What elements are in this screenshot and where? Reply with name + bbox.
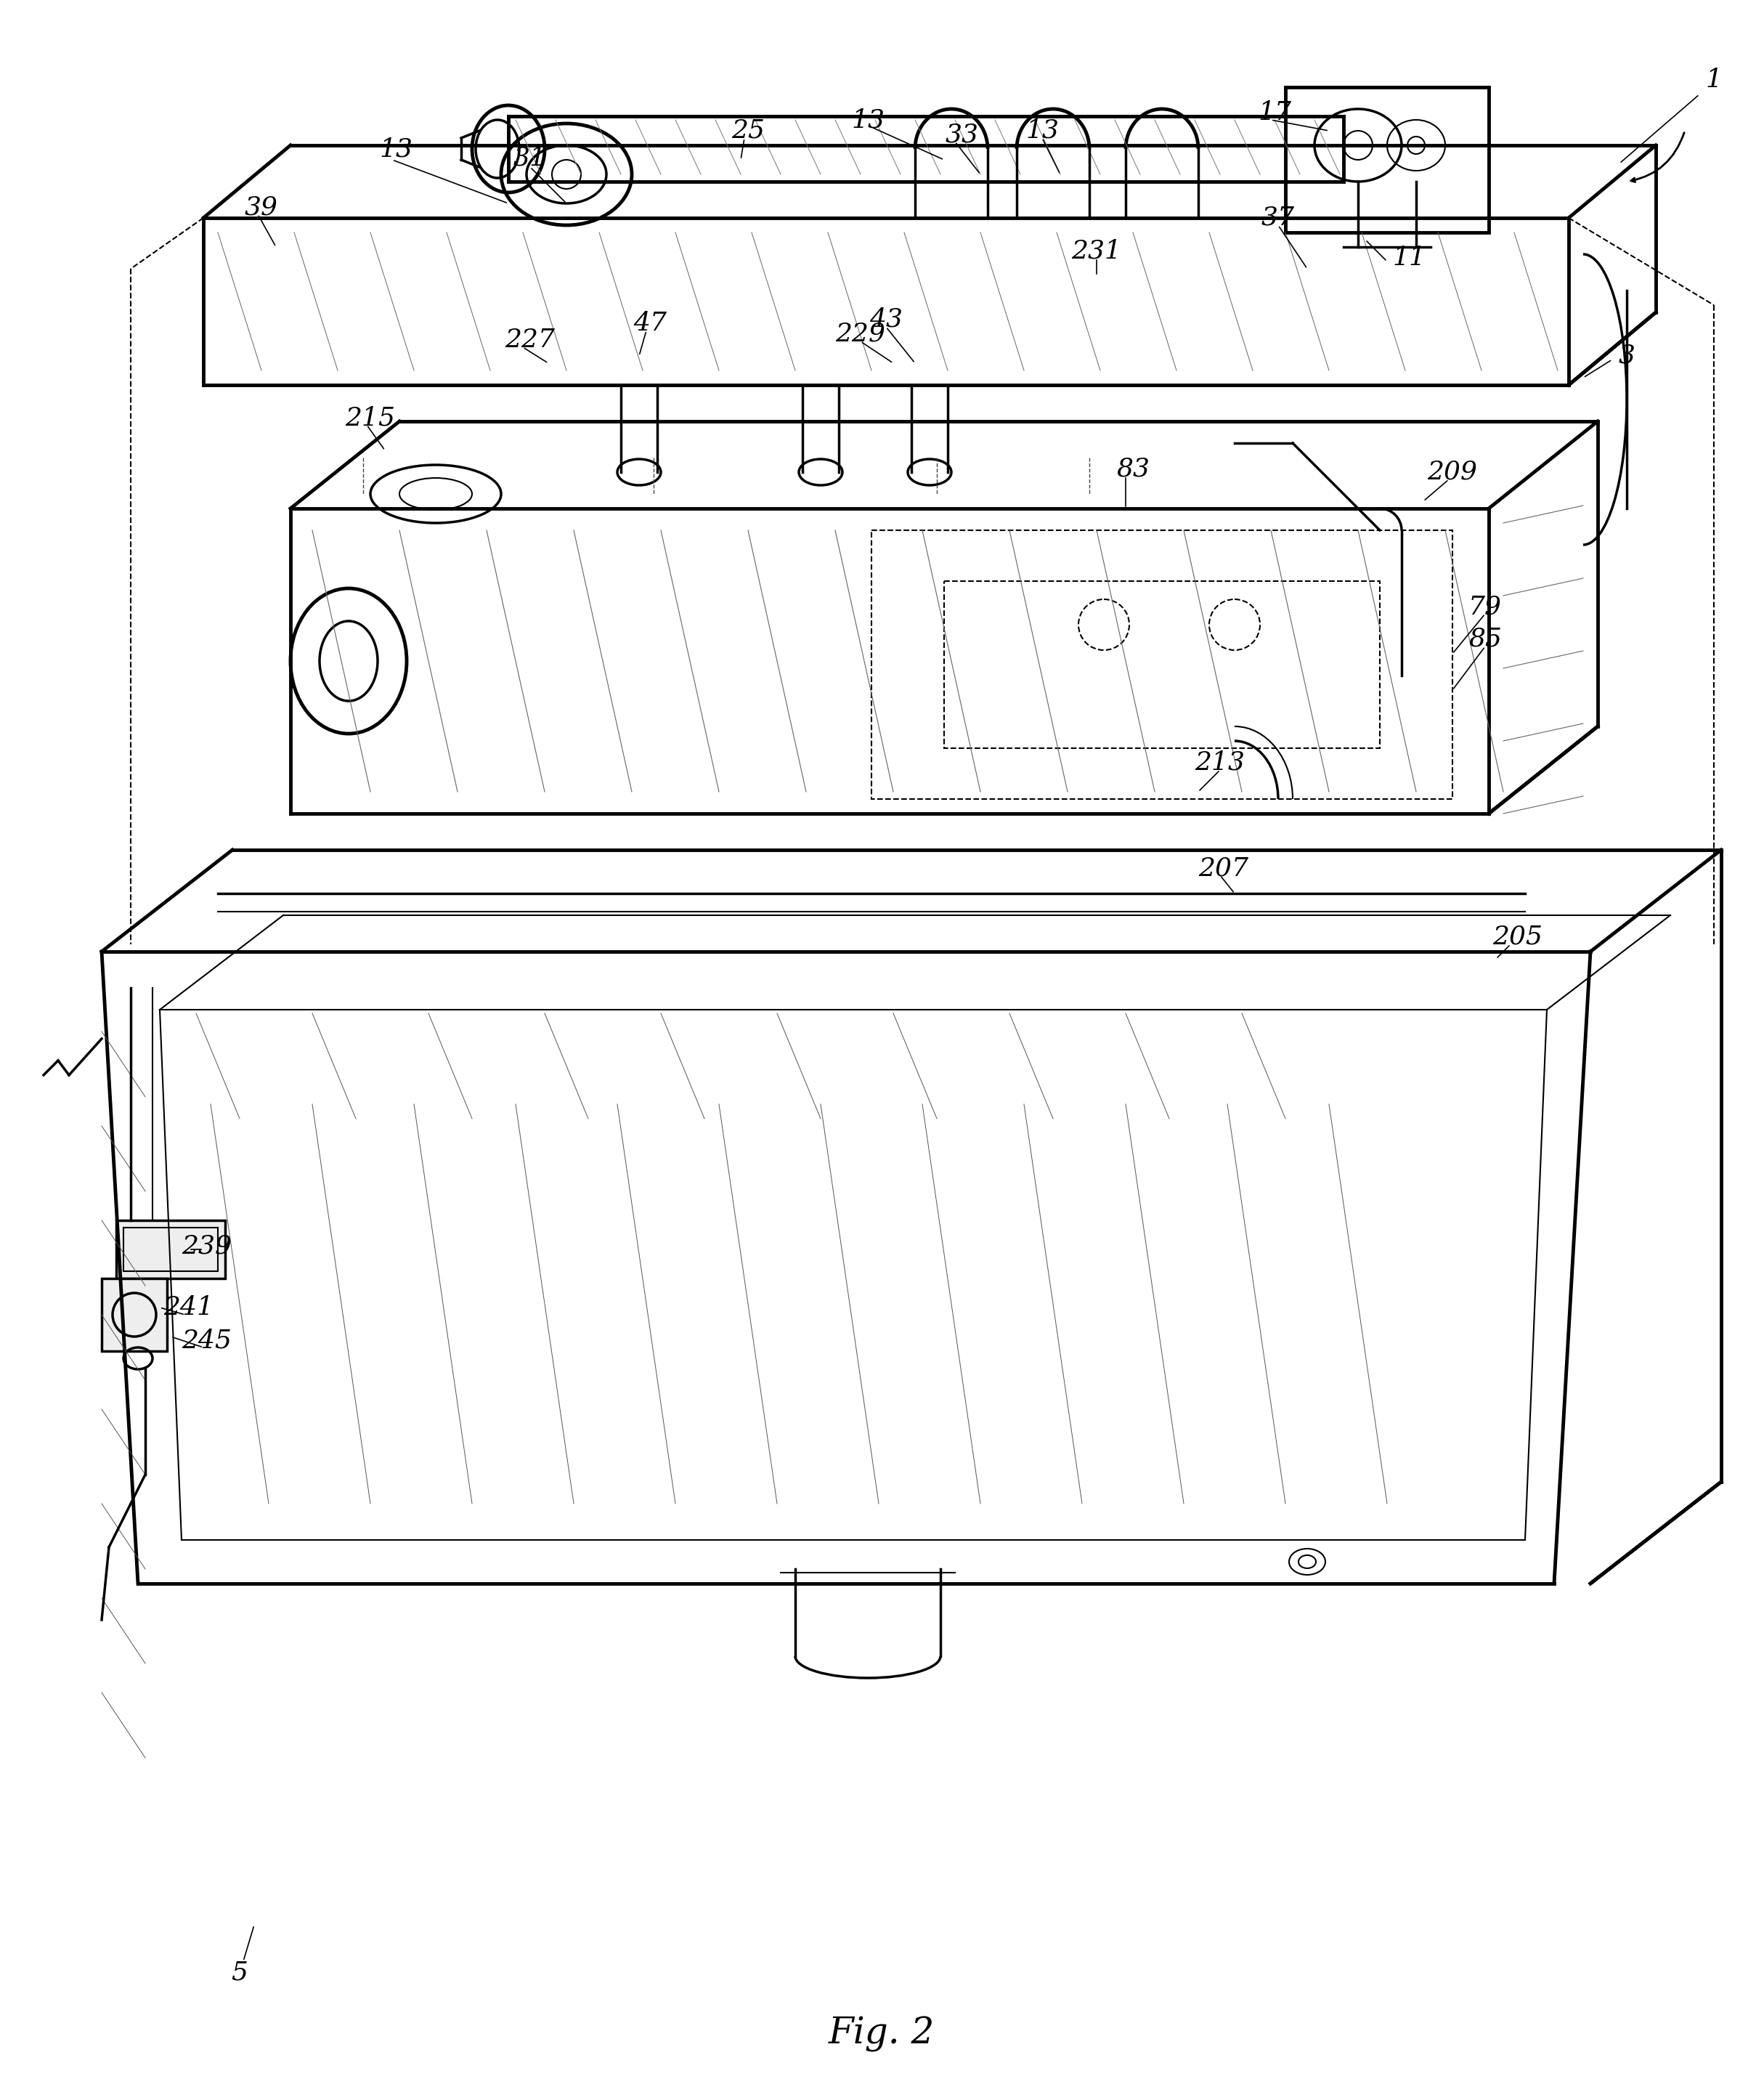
Text: 5: 5	[231, 1959, 249, 1984]
Bar	[123, 1228, 219, 1270]
Text: 213: 213	[1194, 750, 1245, 775]
Text: 13: 13	[1025, 118, 1058, 143]
Text: 85: 85	[1468, 628, 1501, 651]
Bar	[1286, 88, 1489, 233]
Text: 241: 241	[164, 1296, 213, 1321]
Bar	[102, 1279, 168, 1350]
Text: 205: 205	[1492, 924, 1544, 949]
Text: Fig. 2: Fig. 2	[829, 2016, 935, 2052]
Text: 79: 79	[1468, 594, 1501, 620]
Bar	[944, 582, 1379, 748]
Text: 227: 227	[505, 328, 556, 353]
Text: 31: 31	[513, 147, 547, 170]
Bar	[871, 531, 1452, 798]
Text: 11: 11	[1392, 246, 1425, 271]
Text: 229: 229	[836, 321, 886, 346]
Text: 231: 231	[1071, 237, 1122, 262]
Text: 17: 17	[1258, 101, 1291, 124]
Text: 13: 13	[852, 107, 884, 132]
Text: 25: 25	[732, 118, 766, 143]
Text: 1: 1	[1706, 67, 1722, 92]
Text: 215: 215	[346, 405, 395, 430]
Text: 207: 207	[1198, 855, 1249, 880]
Text: 209: 209	[1427, 460, 1478, 485]
Text: 43: 43	[870, 307, 903, 332]
Text: 3: 3	[1618, 344, 1635, 368]
Text: 245: 245	[182, 1327, 233, 1352]
Text: 83: 83	[1117, 456, 1150, 481]
Text: 239: 239	[182, 1233, 233, 1258]
Text: 33: 33	[946, 122, 979, 147]
Text: 37: 37	[1261, 206, 1295, 231]
Text: 39: 39	[245, 195, 279, 218]
Text: 13: 13	[379, 137, 413, 162]
Bar	[116, 1220, 226, 1279]
Text: 47: 47	[633, 311, 667, 336]
